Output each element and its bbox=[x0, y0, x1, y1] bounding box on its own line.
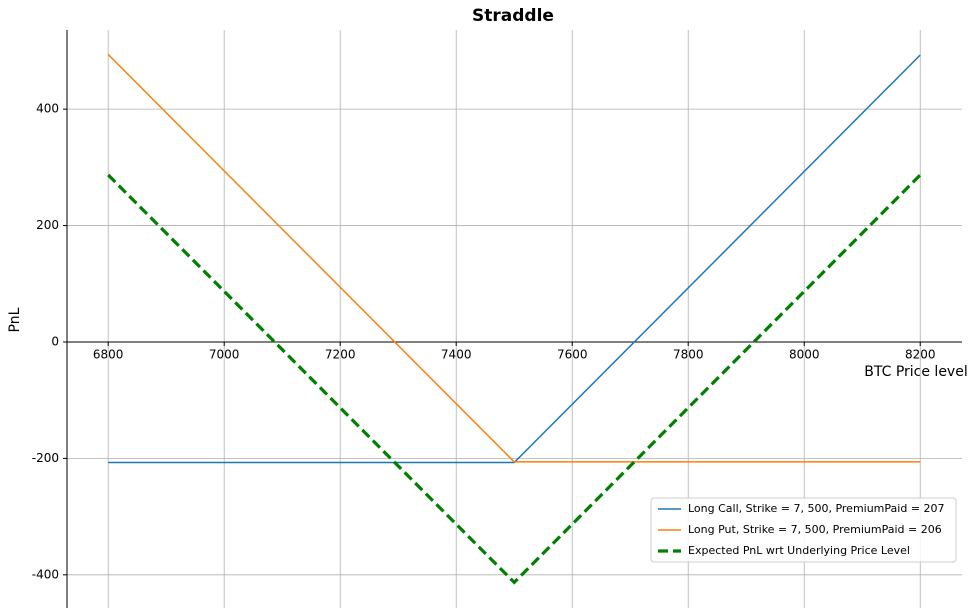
y-tick-label: -200 bbox=[32, 451, 59, 465]
legend-label: Long Call, Strike = 7, 500, PremiumPaid … bbox=[688, 502, 945, 515]
y-tick-label: -400 bbox=[32, 567, 59, 581]
x-tick-label: 7600 bbox=[557, 347, 588, 361]
legend-label: Expected PnL wrt Underlying Price Level bbox=[688, 544, 910, 557]
x-tick-label: 7000 bbox=[209, 347, 240, 361]
x-tick-label: 7800 bbox=[673, 347, 704, 361]
x-tick-label: 8200 bbox=[905, 347, 936, 361]
y-tick-label: 400 bbox=[36, 102, 59, 116]
series-line bbox=[107, 173, 922, 585]
y-axis-label: PnL bbox=[7, 307, 23, 332]
series-line bbox=[107, 53, 921, 463]
y-tick-label: 0 bbox=[51, 334, 59, 348]
y-tick-label: 200 bbox=[36, 218, 59, 232]
legend-box bbox=[650, 497, 957, 563]
x-tick-label: 7200 bbox=[325, 347, 356, 361]
x-axis-label: BTC Price level bbox=[864, 364, 967, 380]
x-tick-label: 8000 bbox=[789, 347, 820, 361]
x-tick-label: 7400 bbox=[441, 347, 472, 361]
chart-title: Straddle bbox=[472, 6, 554, 26]
x-tick-label: 6800 bbox=[93, 347, 124, 361]
legend-label: Long Put, Strike = 7, 500, PremiumPaid =… bbox=[688, 523, 942, 536]
series-line bbox=[108, 54, 921, 464]
